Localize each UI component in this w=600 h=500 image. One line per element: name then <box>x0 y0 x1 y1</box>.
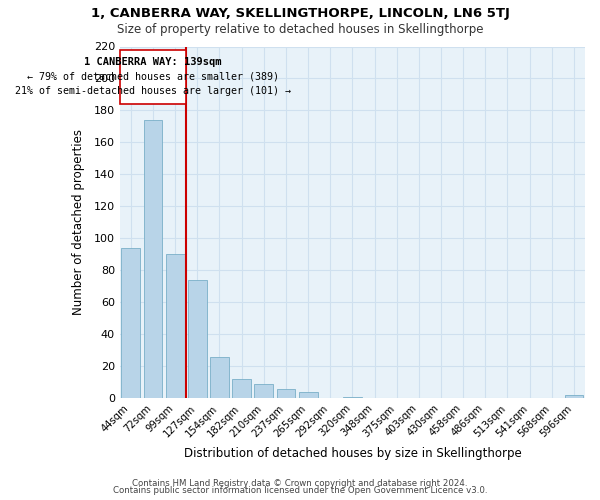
Bar <box>254 384 273 398</box>
Text: 1, CANBERRA WAY, SKELLINGTHORPE, LINCOLN, LN6 5TJ: 1, CANBERRA WAY, SKELLINGTHORPE, LINCOLN… <box>91 8 509 20</box>
Text: Contains HM Land Registry data © Crown copyright and database right 2024.: Contains HM Land Registry data © Crown c… <box>132 478 468 488</box>
Bar <box>565 395 583 398</box>
Y-axis label: Number of detached properties: Number of detached properties <box>73 130 85 316</box>
Text: ← 79% of detached houses are smaller (389): ← 79% of detached houses are smaller (38… <box>27 72 279 82</box>
Bar <box>299 392 317 398</box>
Text: 1 CANBERRA WAY: 139sqm: 1 CANBERRA WAY: 139sqm <box>84 58 222 68</box>
Text: Size of property relative to detached houses in Skellingthorpe: Size of property relative to detached ho… <box>117 22 483 36</box>
Bar <box>232 379 251 398</box>
X-axis label: Distribution of detached houses by size in Skellingthorpe: Distribution of detached houses by size … <box>184 447 521 460</box>
Text: Contains public sector information licensed under the Open Government Licence v3: Contains public sector information licen… <box>113 486 487 495</box>
Bar <box>143 120 163 398</box>
Bar <box>166 254 185 398</box>
FancyBboxPatch shape <box>120 50 186 104</box>
Bar <box>188 280 207 398</box>
Bar <box>121 248 140 398</box>
Text: 21% of semi-detached houses are larger (101) →: 21% of semi-detached houses are larger (… <box>15 86 291 97</box>
Bar <box>210 356 229 398</box>
Bar <box>277 388 295 398</box>
Bar <box>343 396 362 398</box>
